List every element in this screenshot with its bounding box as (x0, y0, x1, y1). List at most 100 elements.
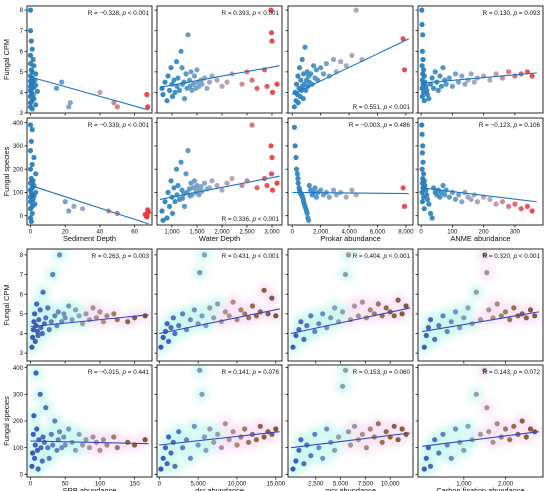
data-point (487, 77, 493, 83)
y-tick-label: 7 (20, 28, 24, 35)
data-point (524, 203, 531, 209)
data-point (166, 434, 172, 440)
y-tick-label: 200 (13, 166, 24, 173)
x-tick-label: 8,000 (398, 229, 414, 236)
data-point (420, 56, 426, 63)
data-point (191, 178, 198, 184)
y-tick-label: 300 (13, 143, 24, 150)
data-point (194, 182, 200, 189)
data-point (172, 89, 178, 95)
data-point (269, 295, 275, 301)
data-point (125, 439, 131, 445)
data-point (234, 442, 240, 448)
data-point (34, 328, 41, 335)
data-point (45, 445, 51, 451)
data-point (304, 210, 310, 216)
data-point (512, 201, 518, 207)
data-point (529, 73, 535, 79)
data-point (419, 48, 425, 54)
trend-line (292, 38, 409, 95)
data-point (448, 319, 454, 325)
stat-p-symbol: p (383, 253, 388, 260)
data-point (269, 38, 275, 44)
halo-layer (157, 249, 282, 355)
data-point (145, 104, 151, 110)
data-point (421, 73, 427, 79)
data-point (160, 334, 166, 340)
data-point (295, 100, 301, 106)
y-tick-label: 8 (20, 252, 24, 259)
data-point (347, 442, 354, 448)
data-point (246, 315, 252, 321)
data-point (427, 210, 434, 216)
data-point (34, 301, 40, 307)
stat-p-symbol: p (513, 10, 518, 17)
data-point (328, 315, 334, 321)
data-point (484, 270, 490, 276)
data-point (39, 458, 45, 464)
data-point (41, 439, 48, 445)
data-point (164, 98, 170, 104)
data-point (473, 391, 479, 397)
y-tick-label: 7 (20, 272, 24, 279)
data-point (330, 187, 337, 193)
scatter-panel: R = 0.393, p < 0.001 (154, 5, 283, 116)
data-point (34, 88, 41, 94)
data-point (294, 171, 300, 177)
data-point (57, 429, 63, 435)
data-point (296, 447, 302, 453)
stat-r: R = 0.393, (222, 10, 253, 17)
data-point (486, 307, 492, 313)
data-point (342, 271, 349, 278)
scatter-panel: 0 100 200 300 R = −0.123, p = 0.106 ANME abun… (415, 117, 544, 243)
data-point (493, 71, 499, 77)
y-axis-label: Fungal CPM (2, 39, 11, 80)
data-point (519, 311, 525, 317)
data-point (97, 89, 103, 95)
x-tick-label: 40 (97, 229, 104, 236)
data-point (474, 199, 480, 205)
data-point (312, 431, 318, 437)
x-tick-label: 1,000 (456, 481, 472, 488)
data-point (29, 161, 35, 168)
data-point (83, 437, 89, 443)
data-point (176, 87, 183, 93)
data-point (367, 307, 373, 313)
stat-r: R = 0.431, (222, 253, 253, 260)
data-point (29, 127, 35, 133)
data-point (353, 7, 359, 13)
data-point (31, 311, 38, 317)
data-point (301, 336, 307, 342)
trend-line (30, 314, 149, 328)
stat-p-symbol: p (513, 253, 518, 260)
data-point (31, 319, 37, 325)
data-point (493, 201, 499, 207)
trend-line (290, 307, 411, 335)
data-point (452, 196, 459, 202)
data-point (40, 289, 46, 295)
data-point (302, 44, 308, 50)
data-point (437, 194, 443, 200)
data-point (61, 311, 67, 317)
data-point (172, 330, 178, 337)
halo-layer (157, 365, 282, 476)
x-axis-label: SRB abundance (63, 486, 117, 491)
stat-annotation: R = −0.123, p = 0.106 (479, 122, 541, 129)
data-point (274, 180, 280, 186)
data-point (175, 75, 181, 81)
data-point (300, 96, 306, 102)
x-tick-label: 2,000 (313, 229, 329, 236)
data-point (66, 303, 72, 309)
data-point (226, 313, 232, 319)
data-point (425, 325, 431, 331)
data-point (323, 61, 329, 67)
data-point (238, 434, 244, 440)
data-point (419, 166, 425, 172)
data-point (316, 445, 322, 451)
data-point (183, 171, 189, 177)
data-point (53, 85, 60, 91)
data-point (449, 189, 455, 195)
data-point (461, 315, 467, 321)
data-point (490, 439, 496, 445)
